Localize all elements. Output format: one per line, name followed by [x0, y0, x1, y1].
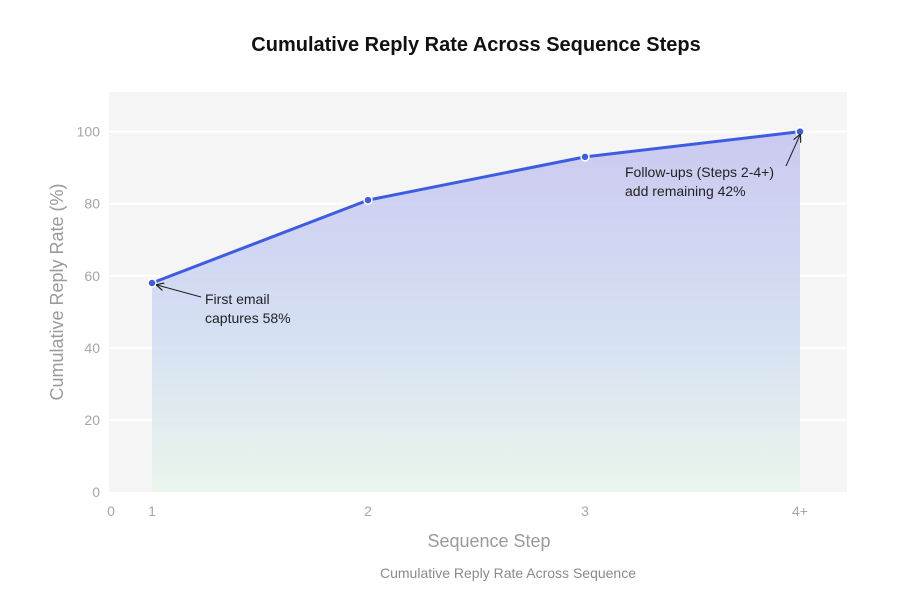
x-tick-label: 1	[148, 503, 156, 519]
x-tick-label: 3	[581, 503, 589, 519]
x-tick-label: 0	[107, 503, 115, 519]
annotation-arrow	[785, 135, 800, 167]
annotation-line: Follow-ups (Steps 2-4+)	[625, 164, 774, 180]
y-axis-label: Cumulative Reply Rate (%)	[47, 183, 67, 400]
data-point	[795, 126, 805, 137]
y-tick-label: 100	[77, 124, 101, 140]
annotation-first-email: First email captures 58%	[157, 285, 291, 326]
chart-caption: Cumulative Reply Rate Across Sequence	[380, 565, 636, 581]
data-point	[580, 152, 590, 162]
y-axis-ticks: 0 20 40 60 80 100	[77, 124, 101, 500]
annotation-line: add remaining 42%	[625, 183, 746, 199]
data-point	[363, 195, 373, 205]
data-point	[147, 278, 157, 288]
annotation-follow-ups: Follow-ups (Steps 2-4+) add remaining 42…	[625, 135, 800, 199]
annotation-arrow	[157, 285, 202, 298]
x-axis-ticks: 0 1 2 3 4+	[107, 503, 808, 519]
annotation-line: First email	[205, 291, 270, 307]
y-tick-label: 80	[84, 196, 100, 212]
y-tick-label: 40	[84, 340, 100, 356]
chart-title: Cumulative Reply Rate Across Sequence St…	[251, 34, 700, 56]
series-line	[150, 130, 802, 285]
y-tick-label: 60	[84, 268, 100, 284]
x-axis-label: Sequence Step	[427, 531, 550, 551]
x-tick-label: 4+	[792, 503, 808, 519]
annotation-line: captures 58%	[205, 310, 291, 326]
x-tick-label: 2	[364, 503, 372, 519]
y-tick-label: 20	[84, 412, 100, 428]
y-tick-label: 0	[92, 484, 100, 500]
